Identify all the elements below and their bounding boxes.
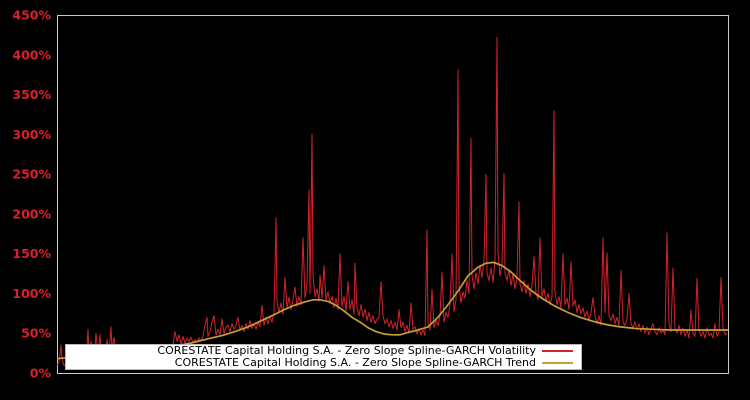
y-axis-tick-label: 300% bbox=[12, 127, 51, 142]
legend-row-trend: CORESTATE Capital Holding S.A. - Zero Sl… bbox=[66, 357, 581, 369]
volatility-line bbox=[56, 36, 728, 367]
legend: CORESTATE Capital Holding S.A. - Zero Sl… bbox=[65, 344, 582, 370]
legend-row-volatility: CORESTATE Capital Holding S.A. - Zero Sl… bbox=[66, 345, 581, 357]
y-axis-tick-label: 50% bbox=[21, 326, 51, 341]
legend-label-volatility: CORESTATE Capital Holding S.A. - Zero Sl… bbox=[157, 344, 536, 357]
y-axis-tick-label: 200% bbox=[12, 206, 51, 221]
legend-line-volatility-icon bbox=[542, 350, 573, 352]
y-axis-tick-label: 0% bbox=[30, 366, 52, 381]
trend-line bbox=[56, 261, 728, 360]
y-axis-tick-label: 150% bbox=[12, 246, 51, 261]
plot-frame bbox=[57, 15, 729, 374]
y-axis-tick-label: 250% bbox=[12, 167, 51, 182]
y-axis-tick-label: 450% bbox=[12, 8, 51, 23]
legend-line-trend-icon bbox=[542, 362, 573, 364]
y-axis-tick-label: 100% bbox=[12, 286, 51, 301]
y-axis-tick-label: 400% bbox=[12, 47, 51, 62]
y-axis-tick-label: 350% bbox=[12, 87, 51, 102]
legend-label-trend: CORESTATE Capital Holding S.A. - Zero Sl… bbox=[174, 356, 536, 369]
